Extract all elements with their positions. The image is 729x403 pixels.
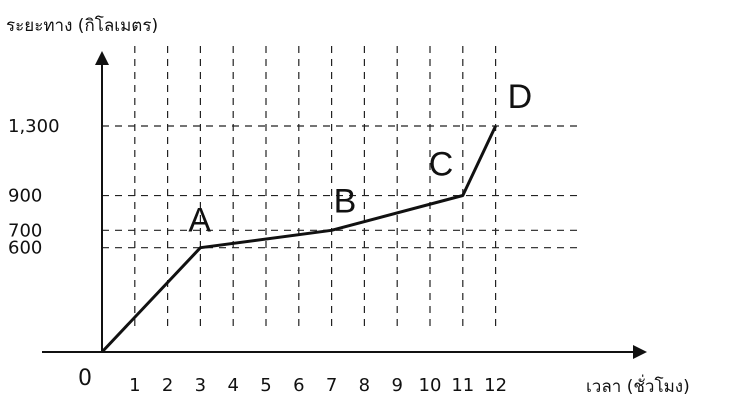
x-tick-label-4: 4 [227, 375, 238, 396]
y-tick-label-700: 700 [8, 220, 42, 241]
point-label-b: B [334, 182, 357, 220]
y-tick-label-600: 600 [8, 238, 42, 259]
x-tick-label-12: 12 [484, 375, 507, 396]
x-tick-label-2: 2 [162, 375, 173, 396]
point-label-a: A [188, 202, 211, 240]
point-label-c: C [429, 146, 454, 184]
x-tick-label-1: 1 [129, 375, 140, 396]
x-axis-title: เวลา (ชั่วโมง) [586, 374, 690, 397]
y-tick-label-1300: 1,300 [8, 116, 60, 137]
x-tick-label-9: 9 [391, 375, 402, 396]
axes [42, 51, 647, 359]
grid-lines [102, 46, 582, 326]
x-tick-label-7: 7 [326, 375, 337, 396]
origin-label: 0 [78, 366, 92, 391]
x-tick-label-11: 11 [451, 375, 474, 396]
x-tick-label-5: 5 [260, 375, 271, 396]
series-layer [100, 125, 497, 354]
x-tick-label-10: 10 [419, 375, 442, 396]
x-tick-label-8: 8 [359, 375, 370, 396]
point-label-d: D [508, 78, 533, 116]
y-axis-title: ระยะทาง (กิโลเมตร) [6, 15, 158, 36]
x-tick-label-3: 3 [195, 375, 206, 396]
y-tick-label-900: 900 [8, 186, 42, 207]
x-tick-label-6: 6 [293, 375, 304, 396]
